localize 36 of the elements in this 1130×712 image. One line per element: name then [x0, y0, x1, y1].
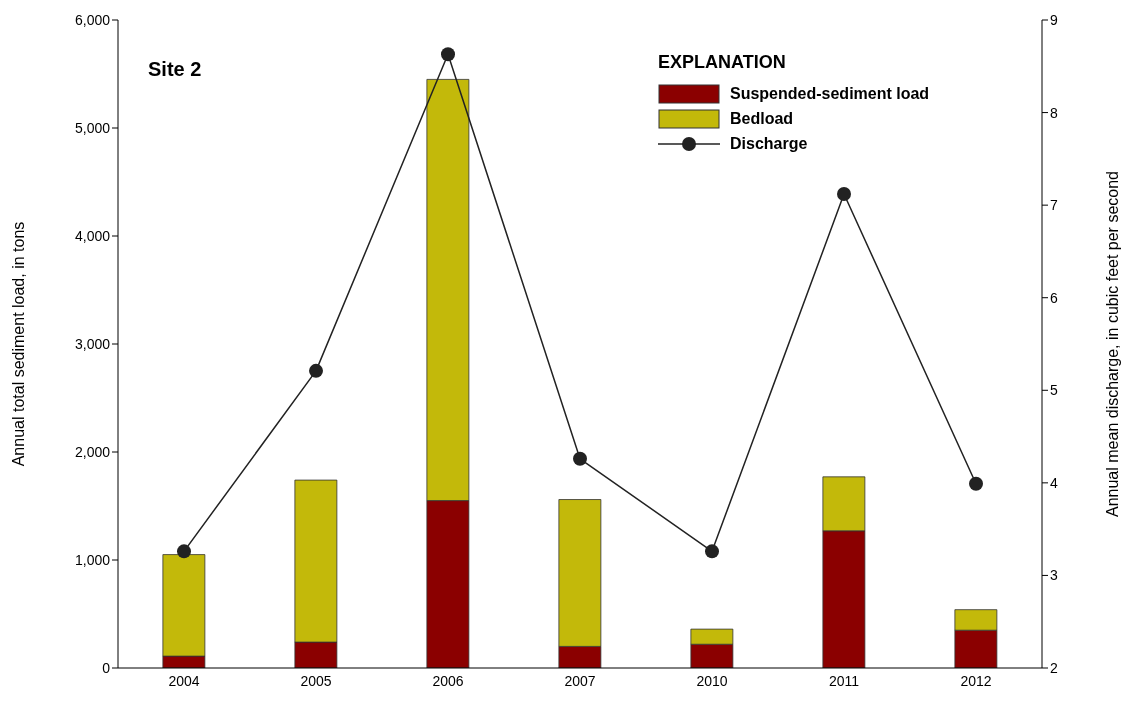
y2-tick-label: 2	[1050, 659, 1058, 676]
y2-tick-label: 7	[1050, 197, 1058, 214]
x-tick-label: 2011	[828, 672, 860, 689]
y2-tick-label: 9	[1050, 11, 1058, 28]
point	[969, 476, 983, 491]
point	[177, 544, 191, 559]
x-tick-label: 2010	[696, 672, 728, 689]
legend-label: Bedload	[730, 109, 794, 128]
legend-title: EXPLANATION	[658, 52, 787, 73]
x-tick-label: 2006	[432, 672, 464, 689]
y2-tick-label: 4	[1050, 474, 1058, 491]
x-tick-label: 2005	[300, 672, 332, 689]
legend-label: Discharge	[730, 134, 808, 153]
legend-label: Suspended-sediment load	[730, 84, 930, 103]
point	[441, 47, 455, 62]
annotation: Site 2	[148, 58, 202, 81]
y-tick-label: 2,000	[74, 443, 111, 460]
point	[309, 363, 323, 378]
x-tick-label: 2012	[960, 672, 992, 689]
y-tick-label: 6,000	[74, 11, 111, 28]
point	[573, 451, 587, 466]
y2-axis-title: Annual mean discharge, in cubic feet per second	[1103, 171, 1121, 517]
y-tick-label: 1,000	[74, 551, 111, 568]
y2-tick-label: 8	[1050, 104, 1058, 121]
y-tick-label: 5,000	[74, 119, 111, 136]
point	[837, 187, 851, 202]
y-tick-label: 0	[102, 659, 111, 676]
y2-tick-label: 6	[1050, 289, 1058, 306]
y-tick-label: 3,000	[74, 335, 111, 352]
point	[705, 544, 719, 559]
y-axis-title: Annual total sediment load, in tons	[9, 221, 27, 467]
x-tick-label: 2004	[168, 672, 200, 689]
y2-tick-label: 3	[1050, 567, 1058, 584]
y-tick-label: 4,000	[74, 227, 111, 244]
y2-tick-label: 5	[1050, 382, 1058, 399]
x-tick-label: 2007	[564, 672, 596, 689]
